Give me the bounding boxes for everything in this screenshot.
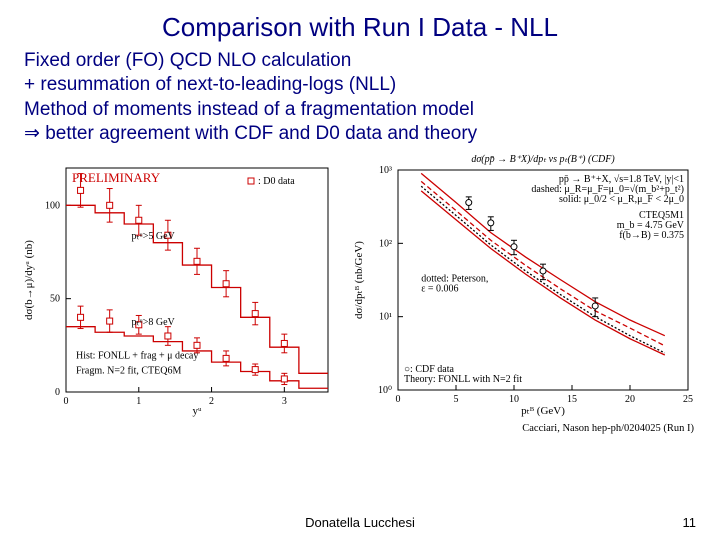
- footer-page: 11: [683, 515, 697, 530]
- body-text: Fixed order (FO) QCD NLO calculation + r…: [0, 49, 720, 150]
- svg-text:f(b→B) = 0.375: f(b→B) = 0.375: [619, 230, 684, 241]
- svg-text:5: 5: [454, 394, 459, 405]
- svg-text:Hist: FONLL + frag + μ decay: Hist: FONLL + frag + μ decay: [76, 351, 198, 362]
- svg-text:25: 25: [683, 394, 693, 405]
- svg-text:15: 15: [567, 394, 577, 405]
- svg-text:Fragm. N=2 fit, CTEQ6M: Fragm. N=2 fit, CTEQ6M: [76, 366, 181, 377]
- line-1: Fixed order (FO) QCD NLO calculation: [24, 49, 696, 73]
- svg-text:10³: 10³: [379, 165, 392, 176]
- slide-title: Comparison with Run I Data - NLL: [0, 0, 720, 49]
- svg-text:3: 3: [282, 396, 287, 407]
- svg-text:10²: 10²: [379, 239, 392, 250]
- svg-text:pₜᴮ (GeV): pₜᴮ (GeV): [521, 405, 565, 417]
- svg-text:10: 10: [509, 394, 519, 405]
- svg-text:2: 2: [209, 396, 214, 407]
- svg-text:10⁰: 10⁰: [378, 385, 392, 396]
- svg-text:PRELIMINARY: PRELIMINARY: [72, 170, 161, 185]
- svg-text:dσ(b→μ)/dyᵘ (nb): dσ(b→μ)/dyᵘ (nb): [23, 240, 35, 320]
- line-2: + resummation of next-to-leading-logs (N…: [24, 73, 696, 97]
- svg-text:1: 1: [136, 396, 141, 407]
- footer-author: Donatella Lucchesi: [305, 515, 415, 530]
- svg-text:100: 100: [45, 201, 60, 212]
- svg-text:Theory: FONLL with N=2 fit: Theory: FONLL with N=2 fit: [404, 374, 522, 385]
- svg-text:50: 50: [50, 294, 60, 305]
- svg-text:dσ/dpₜᴮ (nb/GeV): dσ/dpₜᴮ (nb/GeV): [353, 241, 365, 319]
- svg-text:yᵘ: yᵘ: [192, 405, 202, 417]
- svg-text:10¹: 10¹: [379, 312, 392, 323]
- svg-text:ε = 0.006: ε = 0.006: [421, 284, 458, 295]
- svg-text:pₜᵘ>5 GeV: pₜᵘ>5 GeV: [132, 231, 176, 242]
- line-3: Method of moments instead of a fragmenta…: [24, 98, 696, 122]
- svg-text:solid: μ_0/2 < μ_R,μ_F < 2μ_0: solid: μ_0/2 < μ_R,μ_F < 2μ_0: [559, 194, 684, 205]
- svg-text:pₜᵘ>8 GeV: pₜᵘ>8 GeV: [132, 317, 176, 328]
- left-chart: 0 1 2 3 0 50 100 dσ(b→μ)/dyᵘ (nb) yᵘ PRELIMINARY:…: [18, 150, 338, 425]
- svg-text:0: 0: [55, 387, 60, 398]
- line-4: ⇒ better agreement with CDF and D0 data …: [24, 122, 696, 146]
- svg-text:: D0 data: : D0 data: [258, 176, 295, 187]
- svg-text:dσ(pp̄ → B⁺X)/dpₜ vs pₜ(B⁺) (C: dσ(pp̄ → B⁺X)/dpₜ vs pₜ(B⁺) (CDF): [471, 154, 615, 165]
- chart-row: 0123050100dσ(b→μ)/dyᵘ (nb)yᵘPRELIMINARY:…: [0, 150, 720, 425]
- right-chart: dσ(pp̄ → B⁺X)/dpₜ vs pₜ(B⁺) (CDF) 0 5 10 15 2…: [346, 150, 696, 425]
- svg-text:20: 20: [625, 394, 635, 405]
- svg-text:0: 0: [396, 394, 401, 405]
- svg-text:0: 0: [64, 396, 69, 407]
